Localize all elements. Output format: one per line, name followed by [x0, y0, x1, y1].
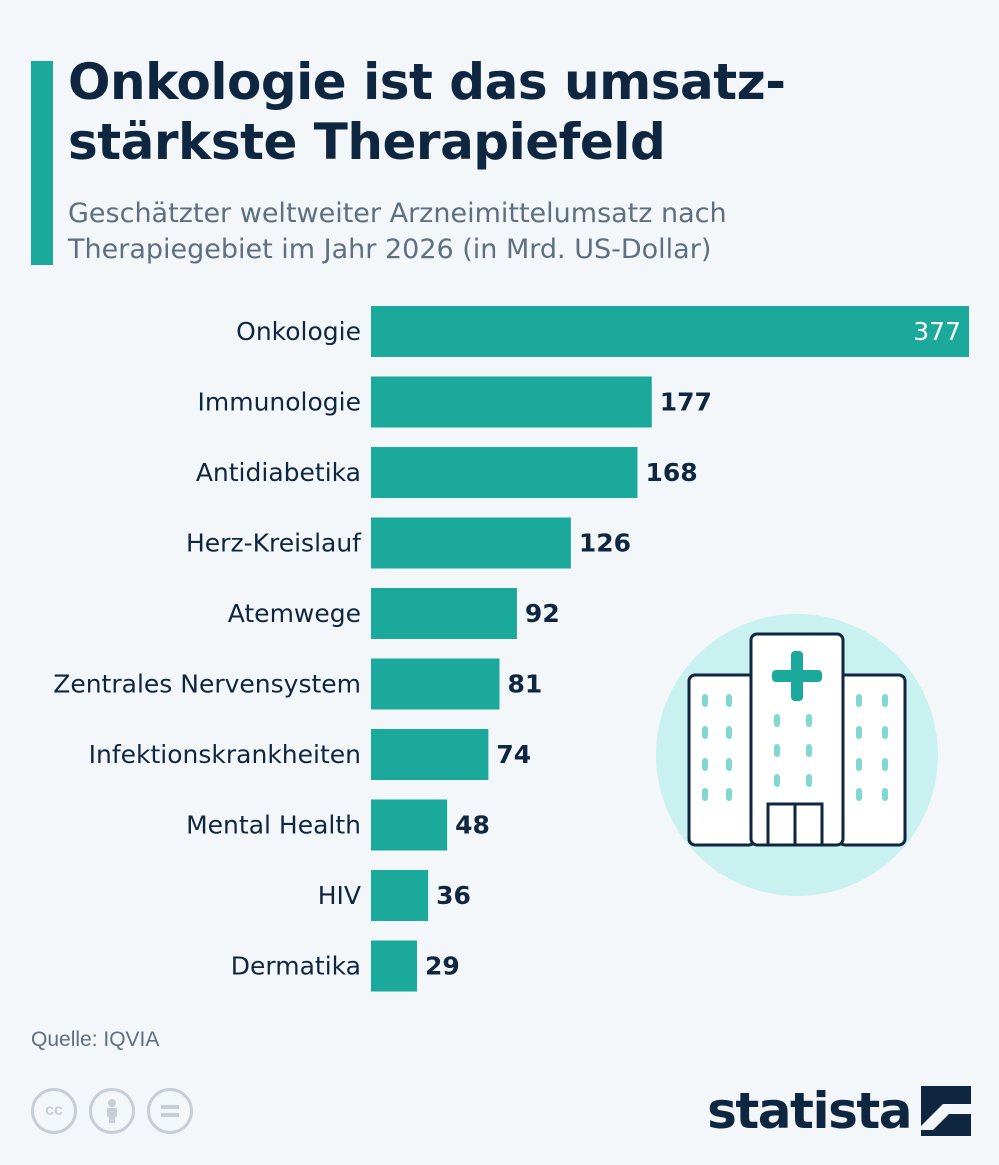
hospital-icon — [656, 614, 938, 896]
category-label: Herz-Kreislauf — [186, 529, 362, 558]
statista-logo-icon — [921, 1086, 971, 1136]
bar-chart: Onkologie 377 Immunologie 177 Antidiabetika 1… — [53, 306, 969, 992]
bar-onkologie — [371, 306, 969, 357]
value-label: 48 — [455, 811, 490, 840]
bar-dermatika — [371, 940, 417, 992]
chart-title-line-2: stärkste Therapiefeld — [68, 113, 666, 171]
title-accent-bar — [31, 61, 53, 265]
value-label: 36 — [436, 881, 471, 910]
category-label: Zentrales Nervensystem — [53, 670, 361, 699]
value-label: 377 — [913, 317, 961, 346]
bar-mental-health — [371, 799, 448, 851]
brand-name: statista — [707, 1082, 912, 1140]
chart-subtitle-line-2: Therapiegebiet im Jahr 2026 (in Mrd. US-… — [68, 234, 712, 265]
bar-hiv — [371, 870, 429, 921]
chart-subtitle: Geschätzter weltweiter Arzneimittelumsat… — [68, 196, 948, 268]
value-label: 126 — [579, 529, 631, 558]
value-label: 92 — [525, 599, 560, 628]
no-derivatives-icon[interactable] — [147, 1088, 193, 1134]
value-label: 81 — [507, 670, 542, 699]
statista-logo[interactable]: statista — [707, 1082, 971, 1140]
category-label: Infektionskrankheiten — [89, 740, 361, 769]
chart-title-line-1: Onkologie ist das umsatz- — [68, 53, 786, 111]
license-icons: cc — [31, 1088, 193, 1134]
category-label: Antidiabetika — [196, 458, 361, 487]
chart-subtitle-line-1: Geschätzter weltweiter Arzneimittelumsat… — [68, 198, 727, 229]
value-label: 177 — [660, 388, 712, 417]
value-label: 74 — [496, 740, 531, 769]
bar-immunologie — [371, 376, 652, 428]
bar-herz-kreislauf — [371, 517, 571, 569]
chart-title: Onkologie ist das umsatz- stärkste Thera… — [68, 52, 968, 172]
bar-antidiabetika — [371, 447, 638, 498]
bar-infektionskrankheiten — [371, 729, 489, 780]
cc-icon[interactable]: cc — [31, 1088, 77, 1134]
bar-zentrales-nervensystem — [371, 658, 500, 710]
bar-atemwege — [371, 588, 517, 639]
category-label: HIV — [318, 881, 361, 910]
value-label: 168 — [645, 458, 697, 487]
category-label: Atemwege — [228, 599, 361, 628]
source-note: Quelle: IQVIA — [31, 1028, 160, 1051]
attribution-icon[interactable] — [89, 1088, 135, 1134]
category-label: Onkologie — [236, 317, 361, 346]
category-label: Dermatika — [231, 952, 361, 981]
category-label: Mental Health — [186, 811, 361, 840]
category-label: Immunologie — [197, 388, 361, 417]
value-label: 29 — [425, 952, 460, 981]
